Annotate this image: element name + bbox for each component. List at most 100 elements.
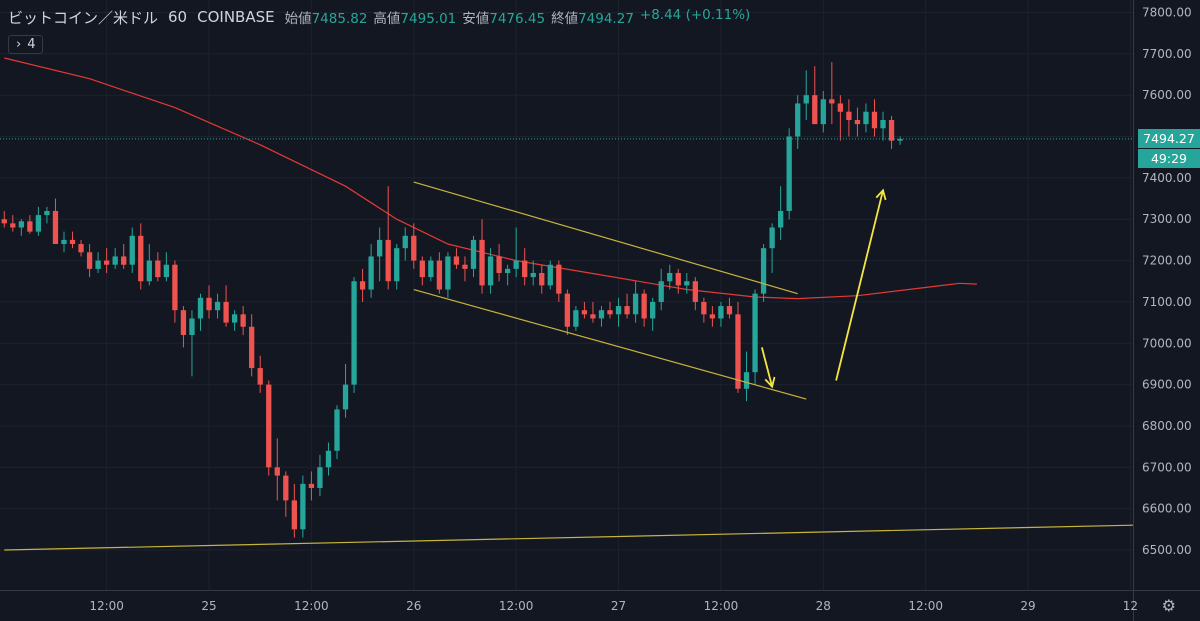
candle-body xyxy=(300,483,306,530)
candle-body xyxy=(121,256,127,265)
y-tick-label: 7600.00 xyxy=(1142,88,1192,102)
x-tick-label: 25 xyxy=(201,599,216,613)
candle-body xyxy=(359,281,366,290)
symbol-name[interactable]: ビットコイン／米ドル xyxy=(8,8,159,27)
candle-body xyxy=(812,95,818,125)
ohlc-values: 始値7485.82 高値7495.01 安値7476.45 終値7494.27 … xyxy=(285,7,751,27)
candle-body xyxy=(632,293,639,315)
y-tick-label: 7700.00 xyxy=(1142,47,1192,61)
candle-body xyxy=(564,293,570,327)
candle-body xyxy=(846,111,852,120)
y-tick-label: 6800.00 xyxy=(1142,419,1192,433)
x-tick-label: 12:00 xyxy=(294,599,329,613)
candle-body xyxy=(692,281,698,302)
candle-body xyxy=(880,120,886,129)
candle-body xyxy=(795,103,801,137)
candle-body xyxy=(223,301,229,323)
candle-body xyxy=(675,272,681,286)
candle-body xyxy=(325,450,332,468)
trendline xyxy=(413,288,807,400)
candle-body xyxy=(726,306,733,315)
candle-body xyxy=(837,103,844,112)
candle-body xyxy=(658,281,664,302)
candle-body xyxy=(266,384,272,468)
candle-body xyxy=(888,120,895,141)
candle-body xyxy=(684,281,690,286)
candle-body xyxy=(240,314,246,327)
x-tick-label: 26 xyxy=(406,599,421,613)
candle-body xyxy=(820,99,826,125)
candle-body xyxy=(206,297,212,311)
candle-body xyxy=(257,368,263,385)
candle-body xyxy=(138,235,144,282)
gear-icon[interactable]: ⚙ xyxy=(1161,596,1176,615)
close-value: 7494.27 xyxy=(578,11,634,27)
candle-body xyxy=(1,219,7,224)
x-tick-label: 12:00 xyxy=(499,599,534,613)
candle-body xyxy=(249,326,255,369)
candle-body xyxy=(385,239,391,282)
candle-body xyxy=(650,301,656,319)
close-label: 終値 xyxy=(551,11,579,27)
indicator-count: 4 xyxy=(27,37,36,52)
annotation-arrow xyxy=(835,190,884,381)
candle-body xyxy=(504,268,511,273)
moving-average-line xyxy=(4,57,977,300)
candle-body xyxy=(743,372,750,389)
chart-header: ビットコイン／米ドル 60 COINBASE 始値7485.82 高値7495.… xyxy=(8,6,750,28)
candle-body xyxy=(52,210,59,245)
y-tick-label: 6900.00 xyxy=(1142,378,1192,392)
candle-body xyxy=(556,264,562,294)
candle-body xyxy=(436,260,443,290)
candle-body xyxy=(522,260,528,278)
y-tick-label: 7800.00 xyxy=(1142,6,1192,20)
candle-body xyxy=(351,281,357,385)
candle-body xyxy=(590,314,596,319)
candle-body xyxy=(769,227,775,249)
annotation-arrowhead xyxy=(764,376,776,389)
candle-body xyxy=(854,120,861,125)
indicators-collapse-button[interactable]: › 4 xyxy=(8,35,44,54)
candle-body xyxy=(308,483,315,488)
candle-body xyxy=(803,95,809,104)
candle-body xyxy=(752,293,758,373)
candle-body xyxy=(317,467,323,488)
candle-body xyxy=(61,239,67,245)
candle-body xyxy=(496,256,502,273)
candle-body xyxy=(146,260,152,282)
trendline xyxy=(4,524,1134,551)
x-tick-label: 12:00 xyxy=(704,599,739,613)
x-tick-label: 12:00 xyxy=(89,599,124,613)
candle-body xyxy=(718,306,724,319)
candle-body xyxy=(735,314,741,389)
candle-body xyxy=(44,210,50,216)
y-tick-label: 7100.00 xyxy=(1142,295,1192,309)
low-label: 安値 xyxy=(462,11,490,27)
candle-body xyxy=(419,260,425,278)
candle-body xyxy=(402,235,408,249)
exchange-label: COINBASE xyxy=(197,8,275,26)
open-value: 7485.82 xyxy=(311,11,368,27)
candle-body xyxy=(27,221,33,232)
x-tick-label: 27 xyxy=(611,599,626,613)
candle-body xyxy=(667,272,673,282)
candle-body xyxy=(470,239,477,269)
candle-body xyxy=(829,99,835,104)
candle-body xyxy=(701,301,707,315)
interval-label[interactable]: 60 xyxy=(168,8,188,26)
change-value: +8.44 (+0.11%) xyxy=(639,7,751,23)
low-value: 7476.45 xyxy=(489,11,546,27)
countdown-badge: 49:29 xyxy=(1138,148,1200,168)
candle-body xyxy=(530,272,536,278)
candle-body xyxy=(283,475,289,501)
high-label: 高値 xyxy=(373,11,401,27)
candle-body xyxy=(581,310,588,315)
candle-body xyxy=(35,215,42,232)
candle-body xyxy=(871,111,878,129)
candle-body xyxy=(112,256,118,265)
candle-body xyxy=(709,314,716,319)
y-tick-label: 7000.00 xyxy=(1142,336,1192,350)
candle-body xyxy=(897,139,903,141)
candle-body xyxy=(104,260,110,265)
